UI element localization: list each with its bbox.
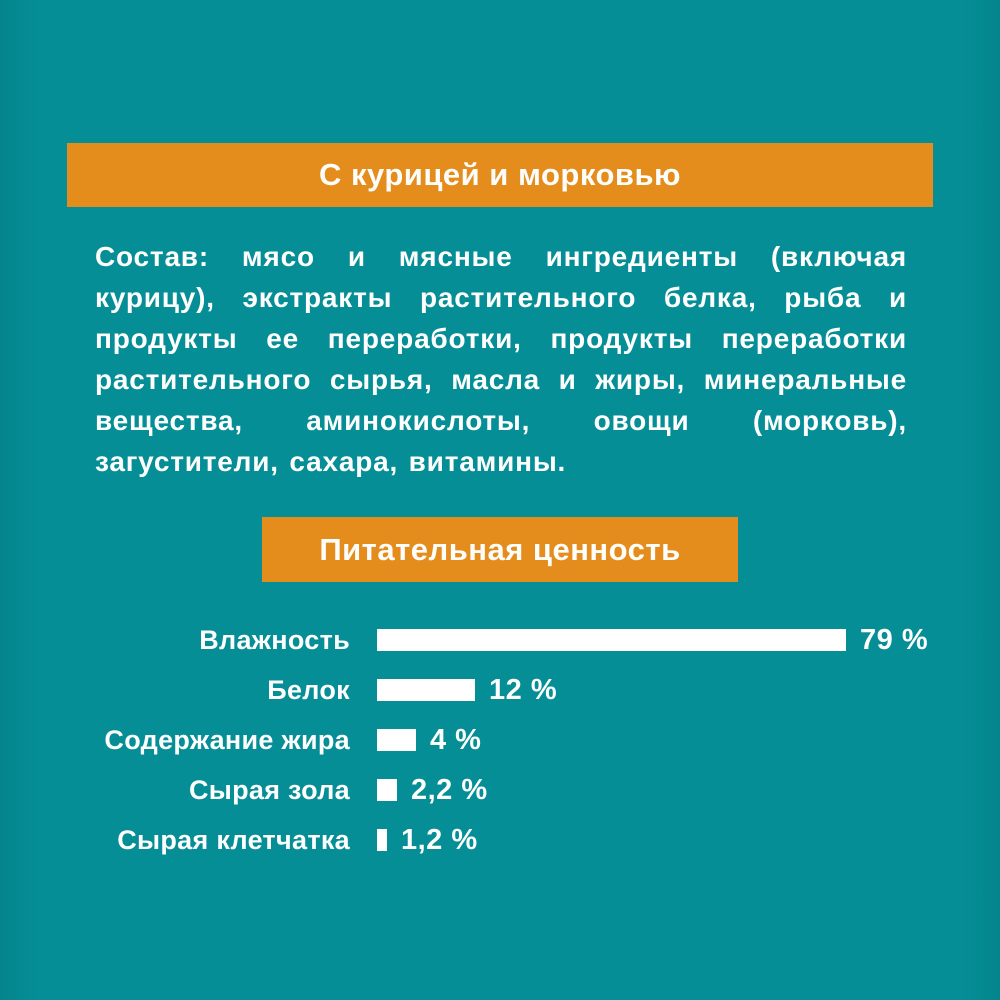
chart-row-fiber: Сырая клетчатка 1,2 % [0,815,1000,865]
chart-value-label: 1,2 % [401,823,478,856]
chart-category-label: Сырая клетчатка [117,824,350,855]
nutrition-banner: Питательная ценность [262,517,738,582]
nutrition-banner-title: Питательная ценность [319,531,681,567]
chart-value-label: 2,2 % [411,773,488,806]
chart-category-label: Белок [267,674,350,705]
chart-bar-fiber [377,829,387,851]
chart-row-ash: Сырая зола 2,2 % [0,765,1000,815]
chart-bar-fat [377,729,416,751]
header-banner: С курицей и морковью [67,143,933,207]
chart-category-label: Содержание жира [104,724,350,755]
composition-label: Состав: [95,241,209,272]
nutrition-bar-chart: Влажность 79 % Белок 12 % Содержание жир… [0,615,1000,865]
chart-value-label: 12 % [489,673,558,706]
chart-bar-ash [377,779,397,801]
composition-text: мясо и мясные ингредиенты (включая куриц… [95,241,907,477]
chart-category-label: Влажность [199,624,350,655]
chart-bar-protein [377,679,475,701]
chart-row-moisture: Влажность 79 % [0,615,1000,665]
chart-value-label: 79 % [860,623,929,656]
chart-row-protein: Белок 12 % [0,665,1000,715]
chart-value-label: 4 % [430,723,482,756]
chart-row-fat: Содержание жира 4 % [0,715,1000,765]
composition-paragraph: Состав: мясо и мясные ингредиенты (включ… [95,236,907,482]
chart-category-label: Сырая зола [188,774,350,805]
header-banner-title: С курицей и морковью [318,157,681,192]
chart-bar-moisture [377,629,846,651]
